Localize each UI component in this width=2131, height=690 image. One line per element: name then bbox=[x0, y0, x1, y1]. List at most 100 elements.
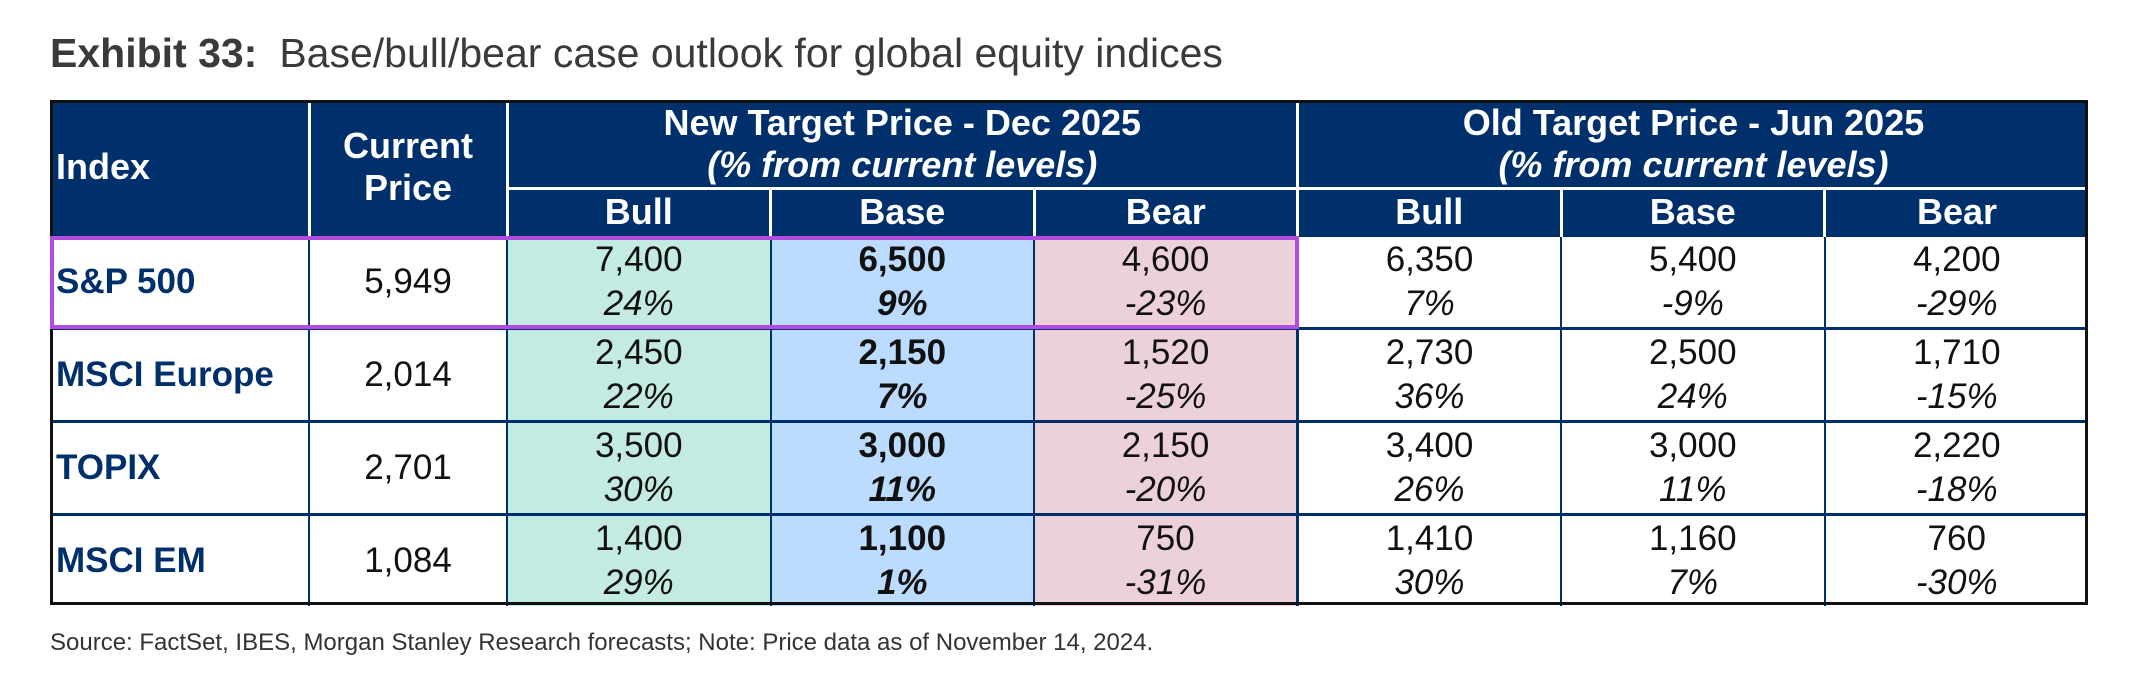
old-bear-cell: 2,220 -18% bbox=[1823, 421, 2089, 515]
old-base-price: 2,500 bbox=[1648, 333, 1737, 372]
new-bear-pct: -23% bbox=[1124, 284, 1207, 323]
header-new-target-title: New Target Price - Dec 2025 bbox=[663, 101, 1142, 143]
old-base-cell: 1,160 7% bbox=[1560, 514, 1825, 606]
new-bull-price: 1,400 bbox=[594, 519, 683, 558]
new-bear-pct: -25% bbox=[1124, 377, 1207, 416]
old-base-pct: 11% bbox=[1659, 470, 1727, 509]
header-new-bear: Bear bbox=[1032, 187, 1298, 236]
new-base-price: 3,000 bbox=[858, 426, 947, 465]
header-old-target-title: Old Target Price - Jun 2025 bbox=[1462, 101, 1925, 143]
new-bull-pct: 30% bbox=[603, 470, 674, 509]
header-old-target-group: Old Target Price - Jun 2025 (% from curr… bbox=[1296, 100, 2089, 189]
old-base-price: 3,000 bbox=[1648, 426, 1737, 465]
table-row: TOPIX 2,701 3,500 30% 3,000 11% 2,150 -20% 3,400… bbox=[50, 421, 2089, 515]
outlook-table-container: Index Current Price New Target Price - D… bbox=[50, 100, 2089, 606]
new-bull-cell: 3,500 30% bbox=[506, 421, 771, 515]
header-old-base: Base bbox=[1559, 187, 1825, 236]
index-name-cell: MSCI EM bbox=[56, 541, 206, 580]
header-old-bull: Bull bbox=[1296, 187, 1561, 236]
old-bear-cell: 760 -30% bbox=[1823, 514, 2089, 606]
exhibit-title: Base/bull/bear case outlook for global e… bbox=[279, 30, 1223, 76]
current-price-cell: 5,949 bbox=[308, 235, 507, 329]
outlook-table: Index Current Price New Target Price - D… bbox=[50, 100, 2089, 606]
new-base-cell: 1,100 1% bbox=[769, 514, 1034, 606]
old-bear-pct: -18% bbox=[1915, 470, 1998, 509]
old-bear-pct: -30% bbox=[1915, 563, 1998, 602]
new-base-pct: 7% bbox=[876, 377, 928, 416]
new-base-price: 1,100 bbox=[858, 519, 947, 558]
new-bull-cell: 7,400 24% bbox=[506, 235, 771, 329]
old-bull-pct: 30% bbox=[1394, 563, 1465, 602]
new-base-price: 2,150 bbox=[858, 333, 947, 372]
header-old-target-subtitle: (% from current levels) bbox=[1498, 143, 1889, 185]
old-bear-cell: 4,200 -29% bbox=[1823, 235, 2089, 329]
new-bull-cell: 2,450 22% bbox=[506, 328, 771, 422]
current-price-cell: 2,701 bbox=[308, 421, 507, 515]
new-bull-price: 7,400 bbox=[594, 240, 683, 279]
new-bear-price: 2,150 bbox=[1121, 426, 1210, 465]
old-base-pct: 24% bbox=[1657, 377, 1728, 416]
old-bull-cell: 3,400 26% bbox=[1296, 421, 1561, 515]
old-base-price: 5,400 bbox=[1648, 240, 1737, 279]
old-bull-cell: 6,350 7% bbox=[1296, 235, 1561, 329]
old-bull-cell: 2,730 36% bbox=[1296, 328, 1561, 422]
header-new-bull: Bull bbox=[505, 187, 771, 236]
header-old-bear: Bear bbox=[1823, 187, 2089, 236]
current-price-cell: 2,014 bbox=[308, 328, 507, 422]
old-base-cell: 5,400 -9% bbox=[1560, 235, 1825, 329]
index-name-cell: TOPIX bbox=[56, 448, 161, 487]
header-current-price: Current Price bbox=[307, 100, 507, 236]
header-index: Index bbox=[50, 100, 309, 236]
new-bear-price: 1,520 bbox=[1121, 333, 1210, 372]
old-bull-cell: 1,410 30% bbox=[1296, 514, 1561, 606]
old-bear-pct: -29% bbox=[1915, 284, 1998, 323]
new-bull-pct: 24% bbox=[603, 284, 674, 323]
old-bear-price: 2,220 bbox=[1912, 426, 2001, 465]
old-bull-price: 3,400 bbox=[1385, 426, 1474, 465]
new-base-pct: 11% bbox=[868, 470, 936, 509]
new-bear-price: 750 bbox=[1136, 519, 1195, 558]
index-name-cell: S&P 500 bbox=[56, 262, 196, 301]
new-bull-price: 3,500 bbox=[594, 426, 683, 465]
new-bear-cell: 750 -31% bbox=[1033, 514, 1298, 606]
new-bear-price: 4,600 bbox=[1121, 240, 1210, 279]
header-new-target-group: New Target Price - Dec 2025 (% from curr… bbox=[505, 100, 1298, 189]
old-bear-price: 4,200 bbox=[1912, 240, 2001, 279]
new-bear-pct: -20% bbox=[1124, 470, 1207, 509]
table-row: MSCI EM 1,084 1,400 29% 1,100 1% 750 -31% 1,410 3… bbox=[50, 514, 2089, 606]
new-base-pct: 1% bbox=[876, 563, 928, 602]
exhibit-heading: Exhibit 33: Base/bull/bear case outlook f… bbox=[50, 28, 1223, 78]
old-bull-pct: 7% bbox=[1404, 284, 1455, 323]
old-bear-cell: 1,710 -15% bbox=[1823, 328, 2089, 422]
old-base-pct: -9% bbox=[1661, 284, 1724, 323]
old-bear-price: 1,710 bbox=[1912, 333, 2001, 372]
old-bull-price: 2,730 bbox=[1385, 333, 1474, 372]
header-new-base: Base bbox=[769, 187, 1034, 236]
new-bear-cell: 2,150 -20% bbox=[1033, 421, 1298, 515]
new-base-cell: 3,000 11% bbox=[769, 421, 1034, 515]
old-bull-pct: 26% bbox=[1394, 470, 1465, 509]
index-name-cell: MSCI Europe bbox=[56, 355, 274, 394]
new-bear-cell: 4,600 -23% bbox=[1033, 235, 1298, 329]
old-base-cell: 2,500 24% bbox=[1560, 328, 1825, 422]
exhibit-number: Exhibit 33: bbox=[50, 30, 258, 76]
table-row: S&P 500 5,949 7,400 24% 6,500 9% 4,600 -23% 6,35… bbox=[50, 235, 2089, 329]
table-body: S&P 500 5,949 7,400 24% 6,500 9% 4,600 -23% 6,35… bbox=[50, 235, 2089, 606]
new-base-cell: 2,150 7% bbox=[769, 328, 1034, 422]
old-base-cell: 3,000 11% bbox=[1560, 421, 1825, 515]
old-base-price: 1,160 bbox=[1648, 519, 1737, 558]
table-row: MSCI Europe 2,014 2,450 22% 2,150 7% 1,520 -25%… bbox=[50, 328, 2089, 422]
old-bull-price: 6,350 bbox=[1385, 240, 1474, 279]
new-bull-pct: 22% bbox=[603, 377, 674, 416]
new-bull-cell: 1,400 29% bbox=[506, 514, 771, 606]
old-base-pct: 7% bbox=[1667, 563, 1719, 602]
new-bear-pct: -31% bbox=[1124, 563, 1207, 602]
new-base-pct: 9% bbox=[876, 284, 928, 323]
source-note: Source: FactSet, IBES, Morgan Stanley Re… bbox=[50, 629, 1154, 656]
old-bear-price: 760 bbox=[1927, 519, 1986, 558]
new-bear-cell: 1,520 -25% bbox=[1033, 328, 1298, 422]
old-bull-price: 1,410 bbox=[1385, 519, 1474, 558]
header-new-target-subtitle: (% from current levels) bbox=[707, 143, 1098, 185]
old-bear-pct: -15% bbox=[1915, 377, 1998, 416]
old-bull-pct: 36% bbox=[1394, 377, 1465, 416]
